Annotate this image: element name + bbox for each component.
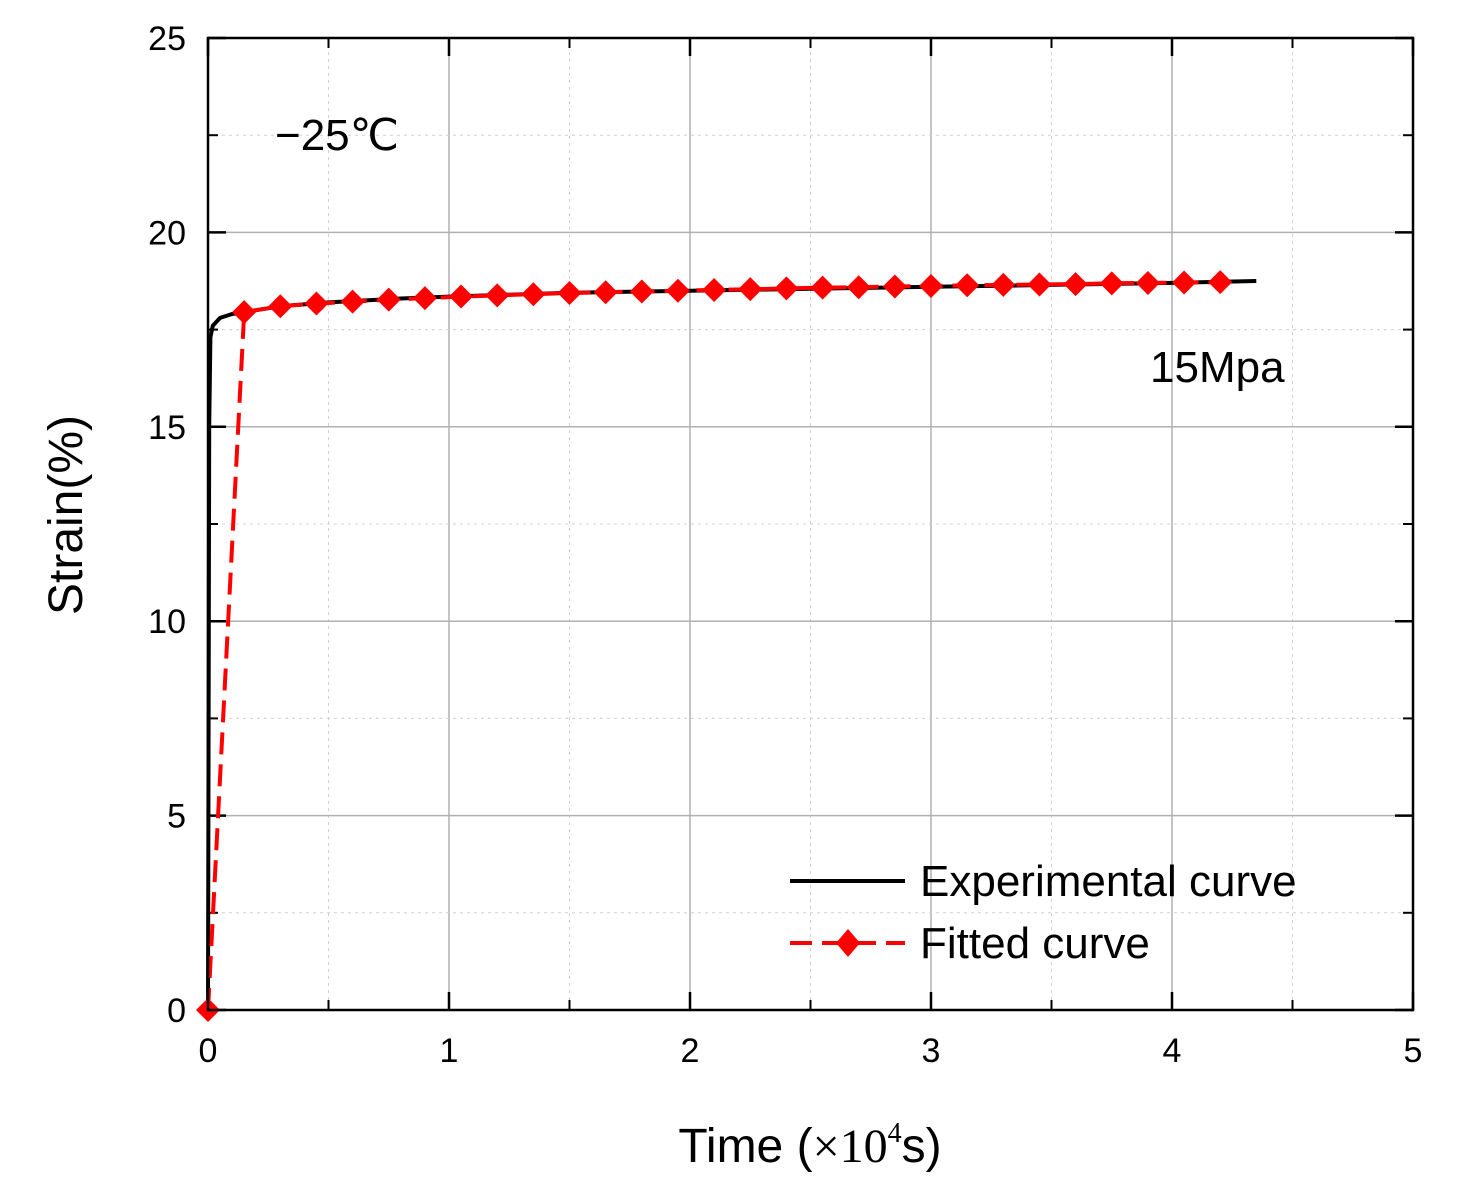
y-tick-label: 10: [148, 603, 186, 641]
x-axis-title-exp: 4: [888, 1118, 902, 1149]
fitted-point: [1135, 270, 1160, 295]
x-axis-title: Time (×104s): [678, 1118, 941, 1173]
fitted-point: [629, 279, 654, 304]
fitted-point: [774, 276, 799, 301]
fitted-point: [702, 277, 727, 302]
fitted-point: [412, 286, 437, 311]
x-tick-label: 5: [1404, 1032, 1423, 1070]
series-layer: [196, 270, 1257, 1022]
fitted-point: [449, 284, 474, 309]
x-axis-title-unit: s): [902, 1120, 942, 1173]
legend: Experimental curve Fitted curve: [790, 857, 1297, 968]
fitted-point: [1172, 270, 1197, 295]
plot-frame: [206, 36, 1415, 1012]
fitted-point: [521, 282, 546, 307]
fitted-point: [919, 274, 943, 299]
fitted-point: [304, 291, 329, 316]
y-tick-label: 20: [148, 214, 186, 252]
grid: [208, 38, 1413, 1010]
fitted-point: [882, 274, 907, 299]
x-tick-label: 4: [1163, 1032, 1182, 1070]
y-tick-label: 0: [167, 992, 186, 1030]
fitted-point: [340, 289, 365, 314]
legend-marker-fitted: [836, 929, 860, 957]
x-tick-label: 1: [440, 1032, 459, 1070]
fitted-point: [1099, 271, 1124, 296]
x-tick-label: 3: [922, 1032, 941, 1070]
fitted-point: [1027, 272, 1052, 297]
fitted-point: [810, 275, 835, 300]
y-axis-title: Strain(%): [40, 415, 93, 615]
fitted-point: [232, 300, 257, 325]
legend-label-experimental: Experimental curve: [920, 857, 1297, 906]
fitted-point: [485, 283, 510, 308]
fitted-point: [593, 280, 618, 305]
fitted-point: [376, 287, 401, 312]
x-axis-title-main: Time (: [678, 1120, 812, 1173]
fitted-point: [846, 275, 871, 300]
fitted-point: [1208, 270, 1233, 295]
legend-label-fitted: Fitted curve: [920, 919, 1150, 968]
fitted-point: [268, 294, 293, 319]
fitted-point: [955, 273, 980, 298]
x-tick-label: 2: [681, 1032, 700, 1070]
y-tick-label: 15: [148, 409, 186, 447]
fitted-point: [665, 278, 690, 303]
fitted-point: [1063, 272, 1088, 297]
tick-labels: 0 1 2 3 4 5 0 5 10 15 20 25: [148, 20, 1422, 1070]
temperature-annotation: −25℃: [275, 111, 399, 160]
y-tick-label: 5: [167, 798, 186, 836]
fitted-point: [738, 277, 763, 302]
x-tick-label: 0: [199, 1032, 218, 1070]
fitted-point: [557, 281, 582, 306]
stress-annotation: 15Mpa: [1150, 343, 1285, 392]
x-axis-title-times: ×10: [813, 1120, 888, 1173]
fitted-point: [991, 272, 1016, 297]
y-tick-label: 25: [148, 20, 186, 58]
